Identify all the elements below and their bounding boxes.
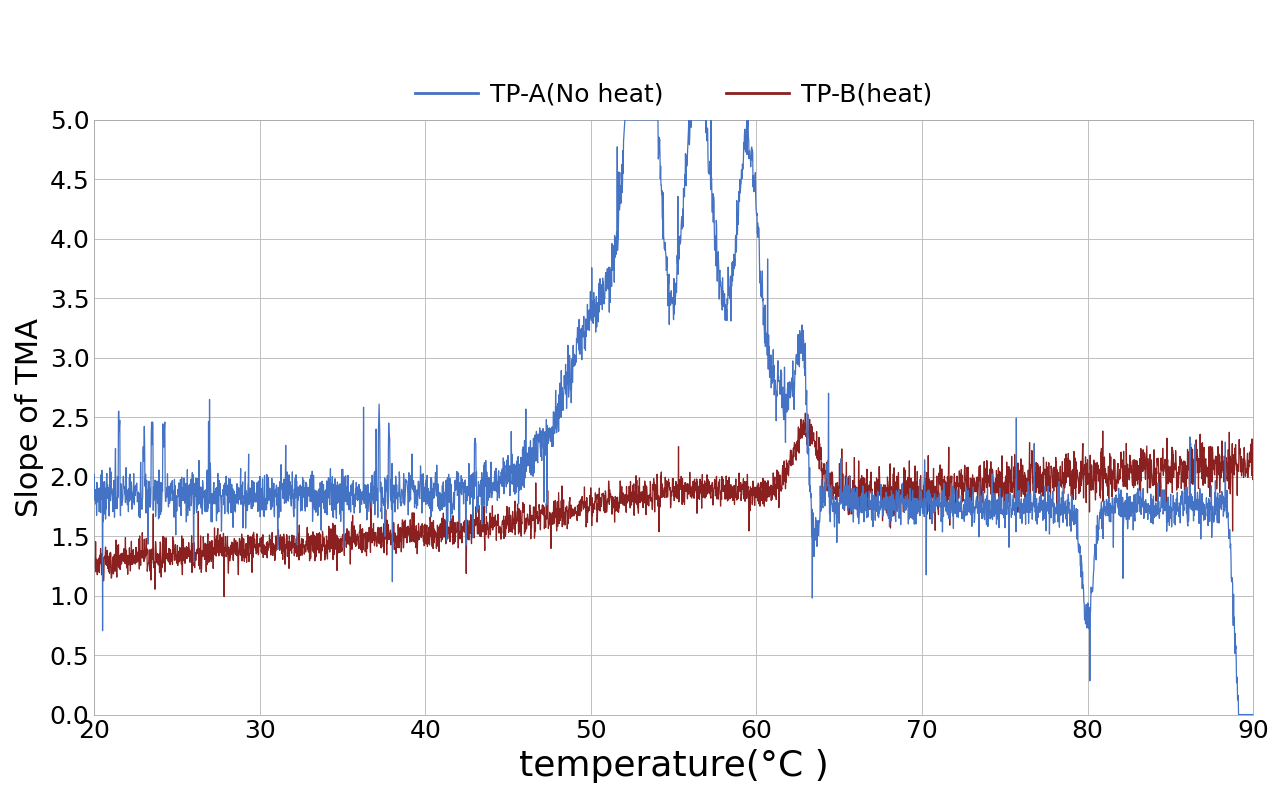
TP-B(heat) [329,536,344,546]
TP-B(heat) [1245,443,1261,452]
TP-A(No heat) [618,115,633,124]
TP-B(heat) [1157,462,1172,472]
TP-B(heat) [506,514,521,523]
TP-B(heat) [86,561,101,571]
TP-A(No heat) [634,115,650,124]
TP-B(heat) [797,409,813,418]
TP-B(heat) [217,592,232,602]
TP-A(No heat) [1156,504,1171,514]
TP-A(No heat) [329,505,344,515]
Y-axis label: Slope of TMA: Slope of TMA [15,318,44,516]
TP-B(heat) [774,471,790,480]
Legend: TP-A(No heat), TP-B(heat): TP-A(No heat), TP-B(heat) [404,73,942,117]
TP-A(No heat) [506,464,521,473]
Line: TP-B(heat): TP-B(heat) [94,413,1253,597]
TP-A(No heat) [774,385,790,394]
TP-B(heat) [823,475,838,484]
X-axis label: temperature(°C ): temperature(°C ) [519,749,828,783]
TP-B(heat) [634,488,650,498]
Line: TP-A(No heat): TP-A(No heat) [94,120,1253,714]
TP-A(No heat) [1231,709,1247,719]
TP-A(No heat) [86,469,101,479]
TP-A(No heat) [1245,709,1261,719]
TP-A(No heat) [823,483,838,492]
